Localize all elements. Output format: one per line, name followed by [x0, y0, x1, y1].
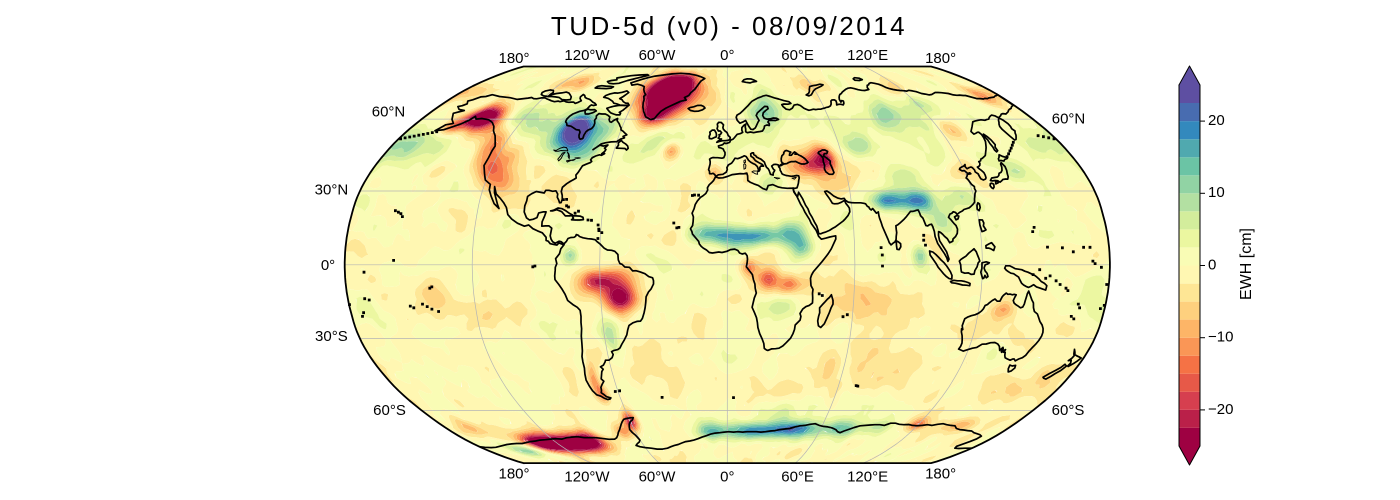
svg-text:30°N: 30°N — [315, 182, 349, 199]
svg-text:0: 0 — [1208, 256, 1216, 273]
svg-text:0°: 0° — [720, 468, 734, 485]
svg-text:180°: 180° — [498, 50, 529, 67]
svg-text:−20: −20 — [1208, 401, 1233, 418]
svg-text:30°S: 30°S — [315, 328, 348, 345]
svg-text:180°: 180° — [925, 465, 956, 482]
svg-text:120°E: 120°E — [847, 468, 888, 485]
svg-text:0°: 0° — [321, 257, 335, 274]
svg-text:120°W: 120°W — [564, 468, 610, 485]
svg-text:60°E: 60°E — [781, 468, 814, 485]
svg-text:60°E: 60°E — [781, 47, 814, 64]
svg-text:0°: 0° — [720, 47, 734, 64]
svg-text:60°S: 60°S — [373, 402, 406, 419]
svg-text:60°S: 60°S — [1052, 402, 1085, 419]
svg-text:120°W: 120°W — [564, 47, 610, 64]
svg-text:10: 10 — [1208, 184, 1225, 201]
svg-text:60°N: 60°N — [1052, 110, 1086, 127]
svg-text:TUD-5d (v0) - 08/09/2014: TUD-5d (v0) - 08/09/2014 — [551, 11, 907, 41]
svg-text:180°: 180° — [498, 465, 529, 482]
svg-text:120°E: 120°E — [847, 47, 888, 64]
svg-text:60°W: 60°W — [639, 47, 677, 64]
svg-text:180°: 180° — [925, 50, 956, 67]
svg-text:60°W: 60°W — [639, 468, 677, 485]
svg-text:−10: −10 — [1208, 329, 1233, 346]
svg-text:60°N: 60°N — [372, 103, 406, 120]
svg-text:20: 20 — [1208, 112, 1225, 129]
svg-text:EWH [cm]: EWH [cm] — [1238, 228, 1255, 300]
